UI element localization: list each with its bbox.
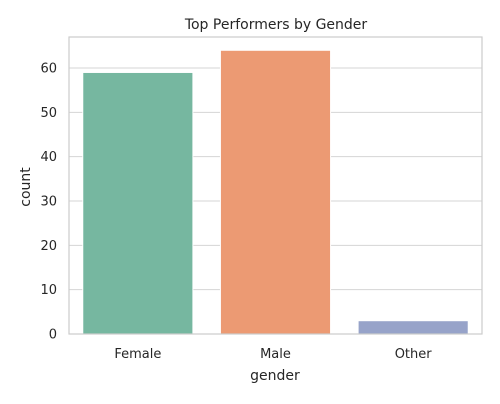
y-tick-label: 50: [40, 106, 57, 121]
x-ticks: Female Male Other: [114, 347, 432, 362]
x-tick-label: Other: [395, 347, 433, 362]
y-ticks: 0 10 20 30 40 50 60: [40, 62, 57, 343]
bar-other: [357, 320, 469, 335]
y-tick-label: 30: [40, 195, 57, 210]
x-axis-label: gender: [250, 368, 300, 384]
y-tick-label: 20: [40, 239, 57, 254]
plot-frame: [68, 36, 483, 335]
bar-male: [219, 49, 332, 335]
chart-title: Top Performers by Gender: [184, 17, 368, 33]
x-tick-label: Male: [260, 347, 291, 362]
bar-female: [82, 71, 194, 335]
y-tick-label: 10: [40, 283, 57, 298]
bars: [82, 49, 469, 335]
y-tick-label: 0: [49, 328, 57, 343]
x-tick-label: Female: [114, 347, 161, 362]
y-axis-label: count: [18, 167, 34, 207]
y-tick-label: 40: [40, 150, 57, 165]
y-tick-label: 60: [40, 62, 57, 77]
